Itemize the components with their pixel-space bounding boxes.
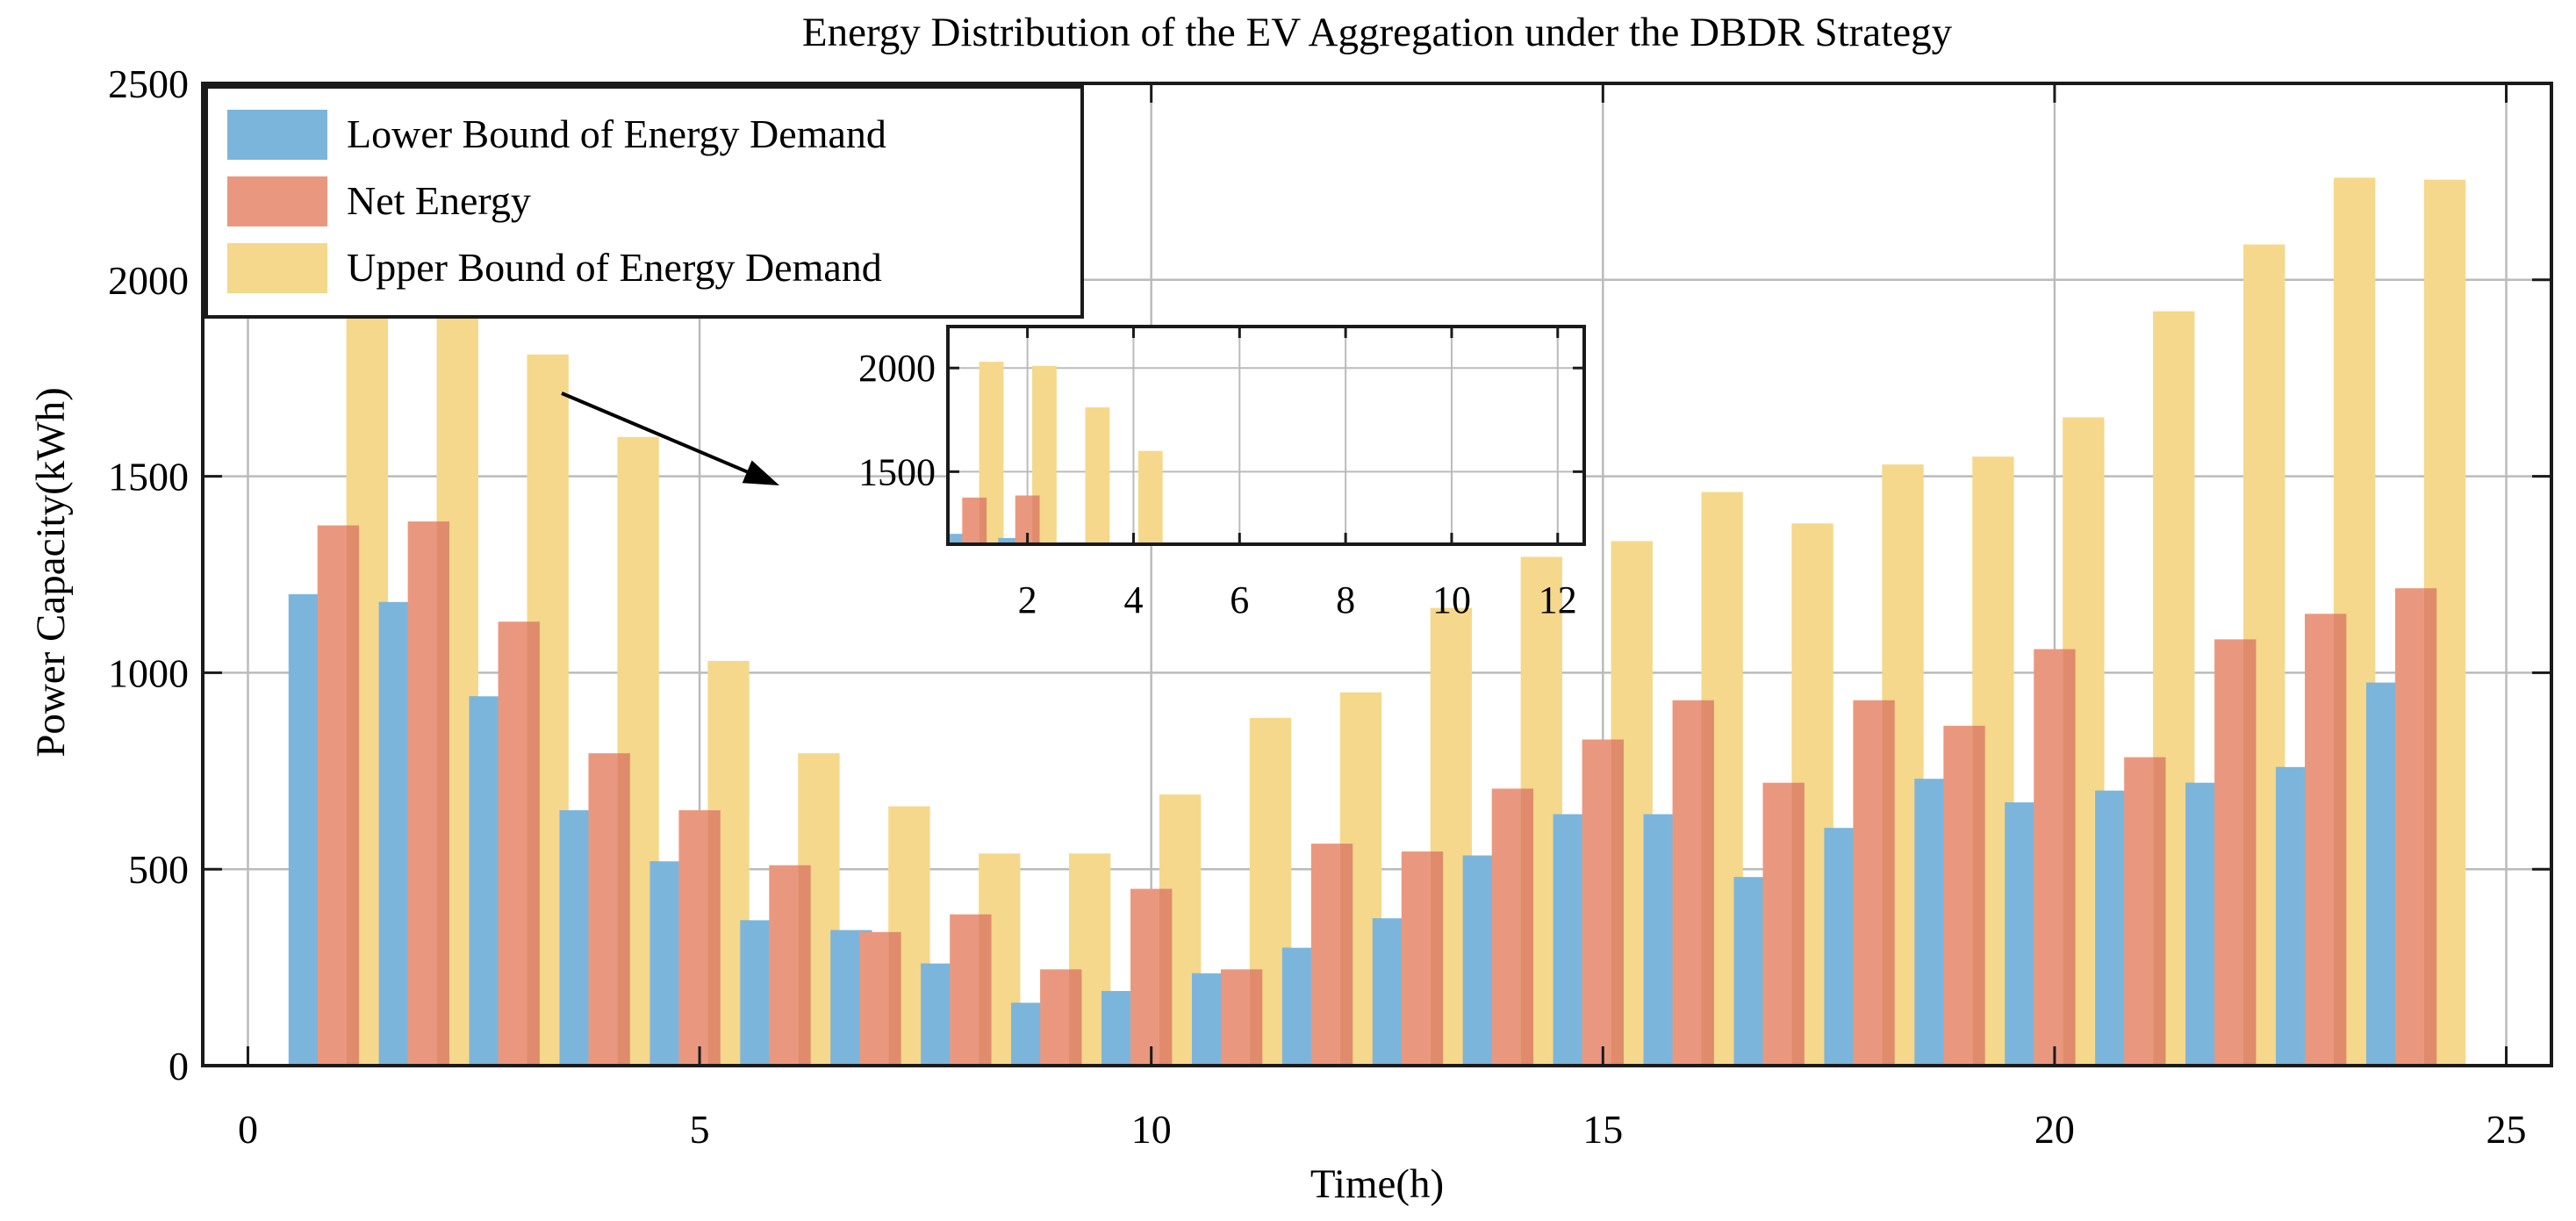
x-axis-label: Time(h) [1310,1161,1445,1207]
inset-zoom-plot: 2 4 6 8 10 12 1500 2000 [858,325,1586,621]
legend-swatch-net-energy [227,176,327,226]
y-tick-label-1000: 1000 [108,650,189,695]
x-tick-label-0: 0 [238,1107,258,1152]
inset-x-tick-label-2: 2 [1018,578,1037,621]
y-tick-label-0: 0 [169,1044,189,1088]
overlap-net-upper-h1 [979,497,987,544]
x-tick-label-25: 25 [2486,1107,2527,1152]
overlap-net-upper-h10 [1159,888,1173,1066]
overlap-net-upper-h2 [1032,495,1040,544]
bar-upper-h3 [1085,407,1110,544]
x-tick-label-20: 20 [2034,1107,2075,1152]
bar-lower-h2 [998,537,1023,544]
overlap-net-upper-h22 [2243,639,2257,1066]
overlap-net-upper-h5 [707,810,721,1066]
clipped-bars-group [948,327,1584,544]
overlap-net-upper-h14 [1520,788,1534,1066]
overlap-net-upper-h12 [1339,844,1353,1066]
y-tick-label-1500: 1500 [108,455,189,499]
inset-y-tick-label-2000: 2000 [858,347,936,390]
main-plot-area: 0 5 10 15 20 25 0 500 1000 1500 2000 2500 [108,61,2553,1152]
arrow-line [561,391,748,474]
overlap-net-upper-h2 [436,521,449,1066]
chart-title: Energy Distribution of the EV Aggregatio… [801,10,1953,55]
legend-label-upper-bound: Upper Bound of Energy Demand [347,245,882,290]
inset-x-tick-label-6: 6 [1230,578,1249,621]
overlap-net-upper-h11 [1249,969,1263,1066]
legend-label-net-energy: Net Energy [347,178,531,223]
overlap-net-upper-h21 [2153,757,2166,1066]
overlap-net-upper-h3 [527,621,540,1066]
legend-item-lower-bound: Lower Bound of Energy Demand [227,101,1080,168]
overlap-net-upper-h20 [2063,649,2076,1066]
inset-x-tick-label-4: 4 [1123,578,1143,621]
overlap-net-upper-h7 [888,931,901,1066]
overlap-net-upper-h15 [1611,739,1624,1066]
x-tick-label-15: 15 [1582,1107,1623,1152]
plot-border [201,82,2553,1067]
plot-border [946,325,1586,546]
overlap-net-upper-h16 [1701,700,1714,1066]
overlap-net-upper-h18 [1882,700,1895,1066]
legend: Lower Bound of Energy Demand Net Energy … [205,85,1084,319]
annotation-arrow [561,391,779,485]
overlap-net-upper-h4 [617,753,630,1066]
overlap-net-upper-h6 [798,865,811,1066]
bar-upper-h4 [1137,450,1163,544]
x-tick-label-10: 10 [1131,1107,1172,1152]
overlap-net-upper-h24 [2423,588,2437,1066]
inset-x-tick-label-12: 12 [1539,578,1577,621]
y-tick-label-2500: 2500 [108,61,189,106]
legend-swatch-lower-bound [227,109,327,160]
legend-item-net-energy: Net Energy [227,168,1080,234]
x-tick-label-5: 5 [690,1107,710,1152]
overlap-net-upper-h13 [1430,851,1444,1066]
arrow-head [742,460,779,485]
overlap-net-upper-h8 [979,914,992,1066]
overlap-net-upper-h17 [1791,782,1805,1066]
overlap-net-upper-h23 [2333,614,2347,1066]
overlap-net-upper-h19 [1972,725,1985,1066]
overlap-net-upper-h9 [1069,969,1082,1066]
y-tick-label-500: 500 [128,847,189,892]
legend-swatch-upper-bound [227,242,327,293]
inset-x-tick-label-10: 10 [1432,578,1471,621]
inset-x-tick-label-8: 8 [1336,578,1355,621]
legend-item-upper-bound: Upper Bound of Energy Demand [227,234,1080,301]
inset-y-tick-label-1500: 1500 [858,450,936,493]
bar-lower-h1 [948,534,970,544]
y-tick-label-2000: 2000 [108,258,189,303]
overlap-net-upper-h1 [346,525,360,1066]
legend-label-lower-bound: Lower Bound of Energy Demand [347,111,886,156]
y-axis-label: Power Capacity(kWh) [28,387,74,758]
